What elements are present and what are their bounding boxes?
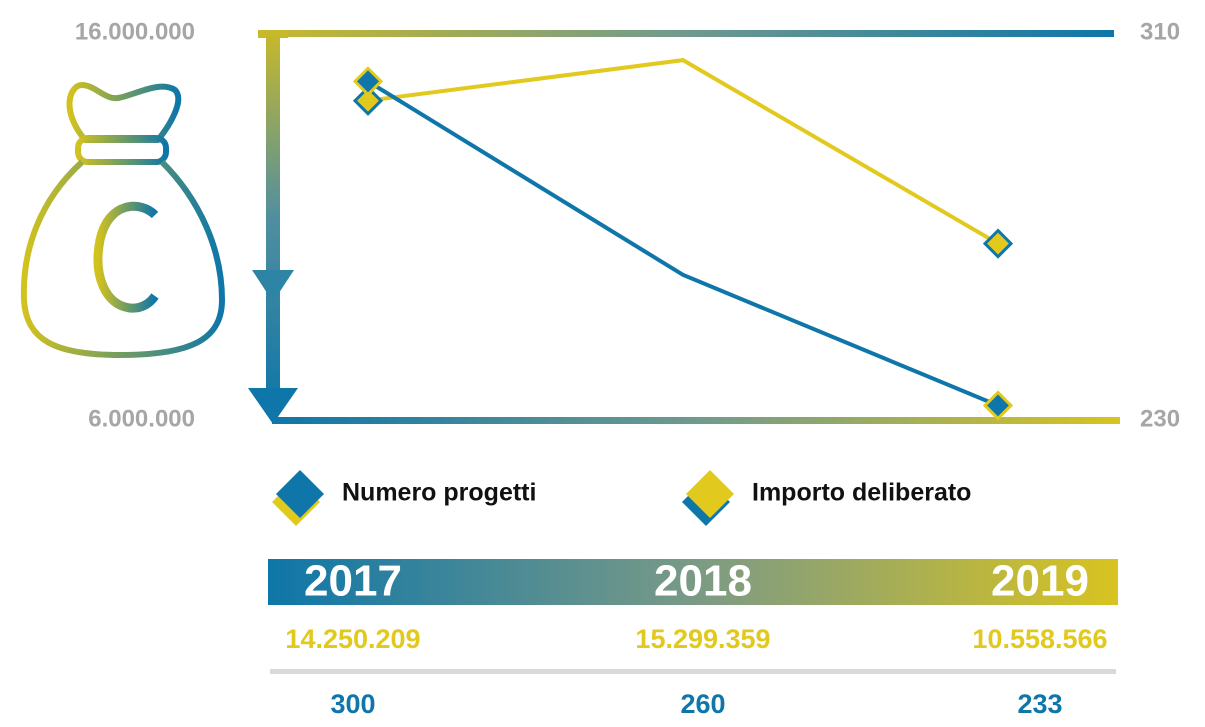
year-label: 2017 <box>304 557 402 606</box>
importo-value: 15.299.359 <box>635 624 770 654</box>
numero-value: 233 <box>1017 689 1062 719</box>
point-marker <box>982 390 1014 421</box>
point-marker <box>352 85 384 116</box>
y2-tick-label: 230 <box>1140 405 1180 432</box>
year-label: 2018 <box>654 557 752 606</box>
legend-label: Importo deliberato <box>752 479 971 507</box>
legend-label: Numero progetti <box>342 479 536 507</box>
y-tick-label: 16.000.000 <box>75 18 195 45</box>
axis-frame <box>248 30 1120 424</box>
point-marker <box>982 228 1014 259</box>
y-tick-label: 6.000.000 <box>88 405 195 432</box>
series-line <box>367 58 1000 246</box>
importo-value: 14.250.209 <box>285 624 420 654</box>
year-band <box>268 559 1118 605</box>
point-marker <box>352 66 384 97</box>
importo-value: 10.558.566 <box>972 624 1107 654</box>
legend-swatch <box>276 470 324 518</box>
year-label: 2019 <box>991 557 1089 606</box>
series-line <box>366 79 999 408</box>
numero-value: 260 <box>680 689 725 719</box>
y2-tick-label: 310 <box>1140 18 1180 45</box>
legend-swatch <box>686 470 734 518</box>
money-bag-icon <box>20 82 225 358</box>
table-divider <box>270 669 1116 674</box>
numero-value: 300 <box>330 689 375 719</box>
